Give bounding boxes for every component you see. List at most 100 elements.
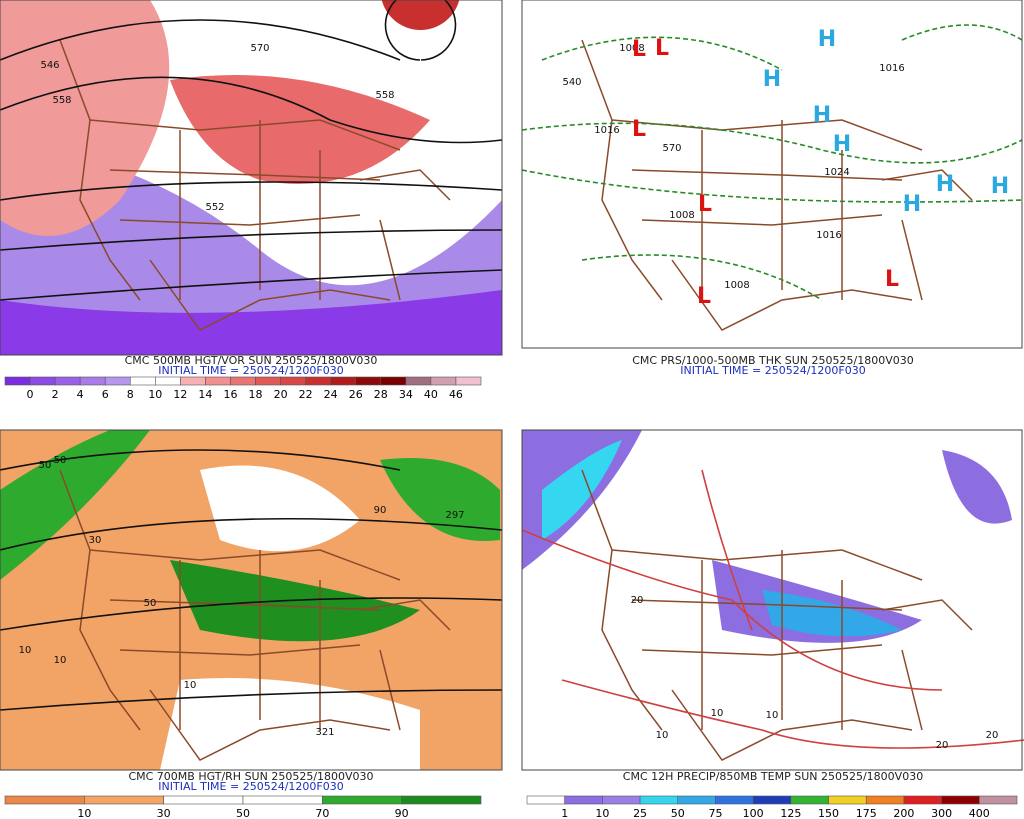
colorbar-box: [380, 376, 407, 386]
colorbar-label: 50: [236, 807, 250, 819]
state-borders: [59, 469, 451, 761]
contour-label: 20: [936, 740, 949, 751]
contour-label: 10: [711, 708, 724, 719]
colorbar-label: 25: [633, 807, 647, 819]
contour: [0, 597, 503, 631]
colorbar-box: [865, 795, 905, 805]
colorbar-box: [205, 376, 231, 386]
pressure-center: H: [818, 27, 836, 52]
map-frame: [0, 429, 503, 771]
map-caption: CMC 700MB HGT/RH SUN 250525/1800V030: [128, 770, 373, 783]
contour-label: 30: [89, 535, 102, 546]
colorbar-label: 90: [395, 807, 409, 819]
colorbar-box: [163, 795, 244, 805]
map-caption: CMC PRS/1000-500MB THK SUN 250525/1800V0…: [632, 354, 913, 367]
contour-label: 1008: [724, 280, 749, 291]
colorbar-label: 10: [148, 388, 162, 401]
colorbar-box: [84, 795, 164, 805]
colorbar-label: 20: [274, 388, 288, 401]
colorbar-label: 125: [780, 807, 801, 819]
colorbar-box: [639, 795, 679, 805]
contour-label: 20: [986, 730, 999, 741]
colorbar-label: 18: [249, 388, 263, 401]
pressure-center: L: [655, 36, 669, 61]
colorbar-label: 10: [595, 807, 609, 819]
colorbar-box: [330, 376, 357, 386]
colorbar-box: [255, 376, 281, 386]
contour-label: 546: [40, 60, 59, 71]
contour-label: 1008: [619, 43, 644, 54]
colorbar-label: 40: [424, 388, 438, 401]
pressure-center: H: [991, 174, 1009, 199]
pressure-center: L: [698, 192, 712, 217]
colorbar-box: [903, 795, 942, 805]
colorbar-label: 175: [856, 807, 877, 819]
colorbar-box: [715, 795, 754, 805]
contour: [581, 254, 823, 301]
colorbar-box: [602, 795, 641, 805]
contour: [521, 529, 943, 691]
contour: [0, 19, 401, 61]
contour: [384, 0, 457, 61]
contour-label: 558: [52, 95, 71, 106]
colorbar-box: [455, 376, 482, 386]
colorbar-box: [230, 376, 256, 386]
pressure-center: H: [936, 172, 954, 197]
contour-label: 1008: [669, 210, 694, 221]
colorbar-box: [104, 376, 131, 386]
contour: [521, 169, 1023, 203]
initial-time: INITIAL TIME = 250524/1200F030: [158, 780, 343, 793]
state-borders: [581, 39, 973, 331]
contour-label: 321: [315, 727, 334, 738]
pressure-center: H: [763, 67, 781, 92]
pressure-center: L: [632, 37, 646, 62]
contour: [521, 122, 1023, 164]
map-caption: CMC 12H PRECIP/850MB TEMP SUN 250525/180…: [623, 770, 923, 783]
pressure-center: H: [813, 103, 831, 128]
colorbar-label: 28: [374, 388, 388, 401]
contour-label: 50: [144, 598, 157, 609]
colorbar-label: 8: [127, 388, 134, 401]
field-shading: [381, 0, 460, 30]
colorbar-box: [54, 376, 81, 386]
colorbar-box: [355, 376, 382, 386]
colorbar-label: 16: [223, 388, 237, 401]
map-frame: [521, 0, 1023, 349]
field-shading: [762, 590, 902, 637]
contour: [0, 181, 503, 201]
contour-label: 20: [631, 595, 644, 606]
colorbar-label: 24: [324, 388, 338, 401]
colorbar-label: 46: [449, 388, 463, 401]
contour-label: 1016: [816, 230, 841, 241]
field-shading: [0, 290, 502, 355]
colorbar-box: [129, 376, 156, 386]
colorbar-box: [242, 795, 323, 805]
contour-label: 90: [374, 505, 387, 516]
contour-label: 570: [662, 143, 681, 154]
colorbar-box: [526, 795, 565, 805]
colorbar-box: [280, 376, 306, 386]
contour-label: 540: [562, 77, 581, 88]
colorbar-box: [79, 376, 106, 386]
colorbar-label: 70: [315, 807, 329, 819]
contour-label: 570: [250, 43, 269, 54]
contour: [0, 229, 503, 251]
contour-label: 297: [445, 510, 464, 521]
map-caption: CMC 500MB HGT/VOR SUN 250525/1800V030: [125, 354, 378, 367]
pressure-center: L: [697, 284, 711, 309]
colorbar-box: [180, 376, 206, 386]
colorbar-label: 200: [893, 807, 914, 819]
contour: [901, 24, 1023, 41]
contour-label: 50: [39, 460, 52, 471]
map-frame: [0, 0, 503, 356]
contour: [0, 689, 503, 711]
contour: [541, 36, 783, 71]
colorbar-box: [790, 795, 829, 805]
contour-label: 1016: [594, 125, 619, 136]
map-frame: [521, 429, 1023, 771]
colorbar-label: 300: [931, 807, 952, 819]
colorbar-box: [401, 795, 482, 805]
pressure-center: H: [903, 192, 921, 217]
